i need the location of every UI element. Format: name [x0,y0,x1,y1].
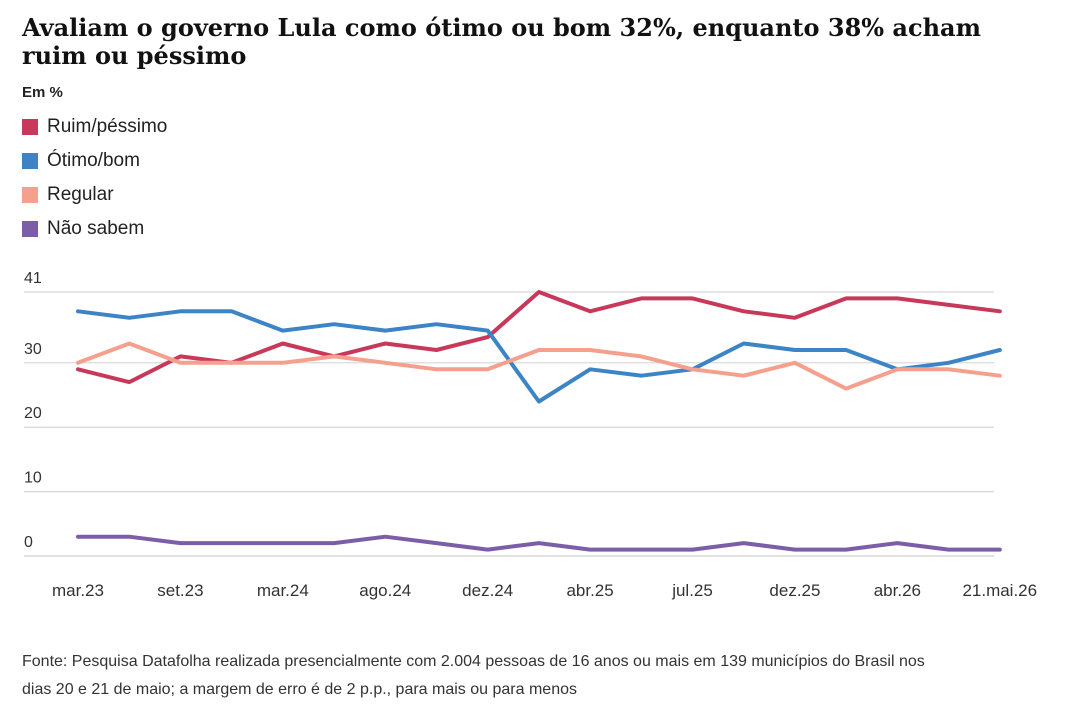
x-tick-label-9: 21.mai.26 [962,581,1037,600]
series-line-3 [76,534,1002,552]
x-tick-label-5: abr.25 [566,581,613,600]
x-tick-label-3: ago.24 [359,581,411,600]
legend-swatch-nao-sabem [22,221,38,237]
y-tick-label-41: 41 [24,270,42,287]
y-tick-label-10: 10 [24,470,42,487]
x-tick-label-7: dez.25 [769,581,820,600]
x-tick-label-1: set.23 [157,581,203,600]
legend-item-ruim-pessimo: Ruim/péssimo [22,110,167,144]
chart-title: Avaliam o governo Lula como ótimo ou bom… [22,13,981,70]
y-axis-unit-label: Em % [22,84,63,101]
x-tick-label-4: dez.24 [462,581,513,600]
x-tick-label-2: mar.24 [257,581,309,600]
legend-item-nao-sabem: Não sabem [22,212,167,246]
x-tick-label-8: abr.26 [874,581,921,600]
y-tick-label-0: 0 [24,534,33,551]
legend-swatch-regular [22,187,38,203]
source-line-1: Fonte: Pesquisa Datafolha realizada pres… [22,653,925,670]
legend-item-regular: Regular [22,178,167,212]
legend-swatch-otimo-bom [22,153,38,169]
source-note: Fonte: Pesquisa Datafolha realizada pres… [22,648,1052,704]
legend-item-otimo-bom: Ótimo/bom [22,144,167,178]
x-tick-label-6: jul.25 [671,581,713,600]
y-tick-label-20: 20 [24,405,42,422]
y-tick-label-30: 30 [24,341,42,358]
legend-swatch-ruim-pessimo [22,119,38,135]
legend-label-regular: Regular [47,184,114,205]
line-chart: 0 10 20 30 41 mar.23 set.23 mar.24 ago.24 dez.24 a… [24,270,1037,600]
series-line-1 [76,309,1002,404]
legend-label-otimo-bom: Ótimo/bom [47,150,140,171]
legend-label-ruim-pessimo: Ruim/péssimo [47,116,168,137]
x-tick-label-0: mar.23 [52,581,104,600]
legend-label-nao-sabem: Não sabem [47,218,145,239]
source-line-2: dias 20 e 21 de maio; a margem de erro é… [22,681,577,698]
series-line-2 [76,341,1002,391]
series-line-0 [76,290,1002,385]
chart-legend: Ruim/péssimo Ótimo/bom Regular Não sabem [22,110,167,246]
